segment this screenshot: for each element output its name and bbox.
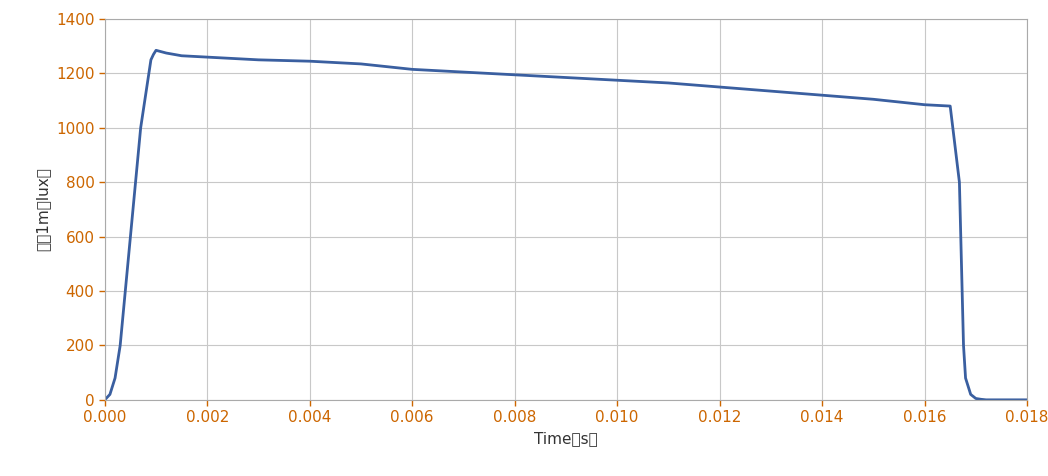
X-axis label: Time（s）: Time（s） — [534, 431, 597, 446]
Y-axis label: 照度1m（lux）: 照度1m（lux） — [36, 168, 50, 251]
